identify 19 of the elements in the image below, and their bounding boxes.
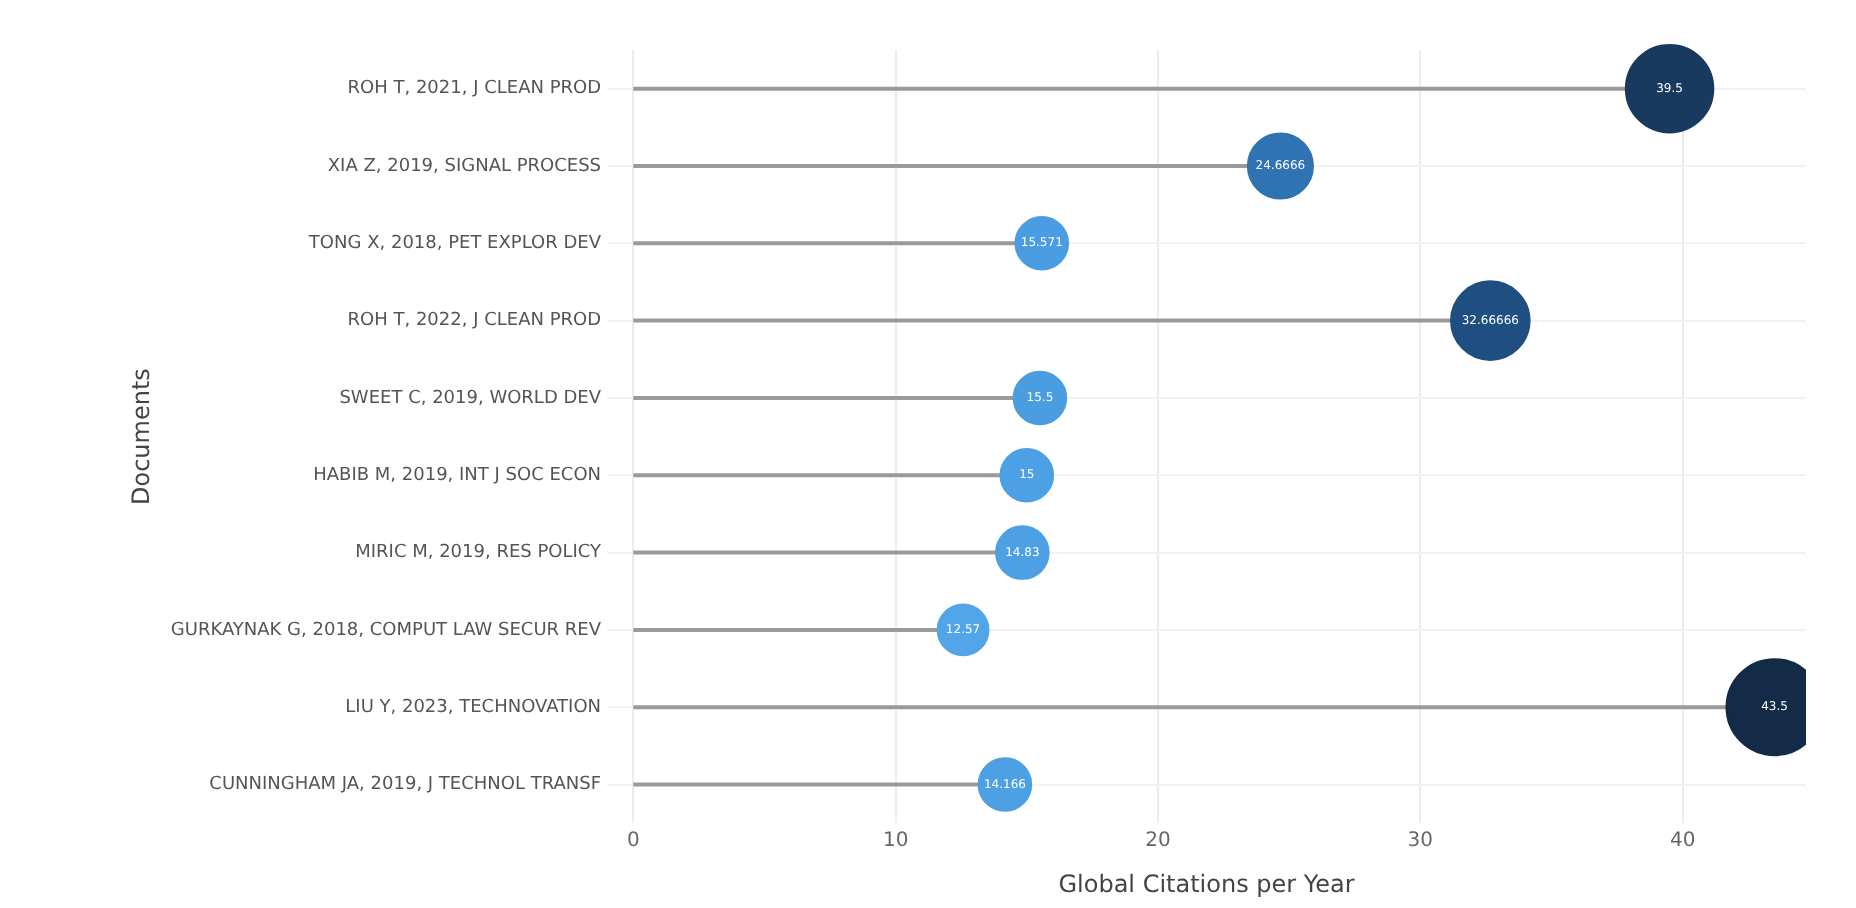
y-tick-label: LIU Y, 2023, TECHNOVATION	[345, 697, 602, 718]
x-axis-title: Global Citations per Year	[1058, 869, 1355, 898]
y-tick-label: TONG X, 2018, PET EXPLOR DEV	[306, 233, 603, 254]
y-tick-label: GURKAYNAK G, 2018, COMPUT LAW SECUR REV	[170, 620, 603, 641]
y-axis-title: Documents	[126, 368, 155, 506]
point	[1012, 370, 1068, 426]
x-tick-label: 0	[626, 830, 640, 853]
y-tick-label: MIRIC M, 2019, RES POLICY	[355, 543, 603, 564]
y-tick-label: SWEET C, 2019, WORLD DEV	[339, 388, 603, 409]
x-tick-label: 30	[1407, 830, 1434, 853]
x-tick-label: 10	[882, 830, 909, 853]
point	[999, 447, 1055, 503]
y-tick-label: CUNNINGHAM JA, 2019, J TECHNOL TRANSF	[209, 775, 602, 796]
x-tick-label: 20	[1145, 830, 1171, 853]
y-tick-label: HABIB M, 2019, INT J SOC ECON	[313, 465, 602, 486]
y-tick-label: ROH T, 2021, J CLEAN PROD	[347, 79, 602, 100]
y-tick-label: ROH T, 2022, J CLEAN PROD	[347, 311, 602, 332]
x-tick-label: 40	[1669, 830, 1696, 853]
y-tick-label: XIA Z, 2019, SIGNAL PROCESS	[327, 156, 602, 177]
